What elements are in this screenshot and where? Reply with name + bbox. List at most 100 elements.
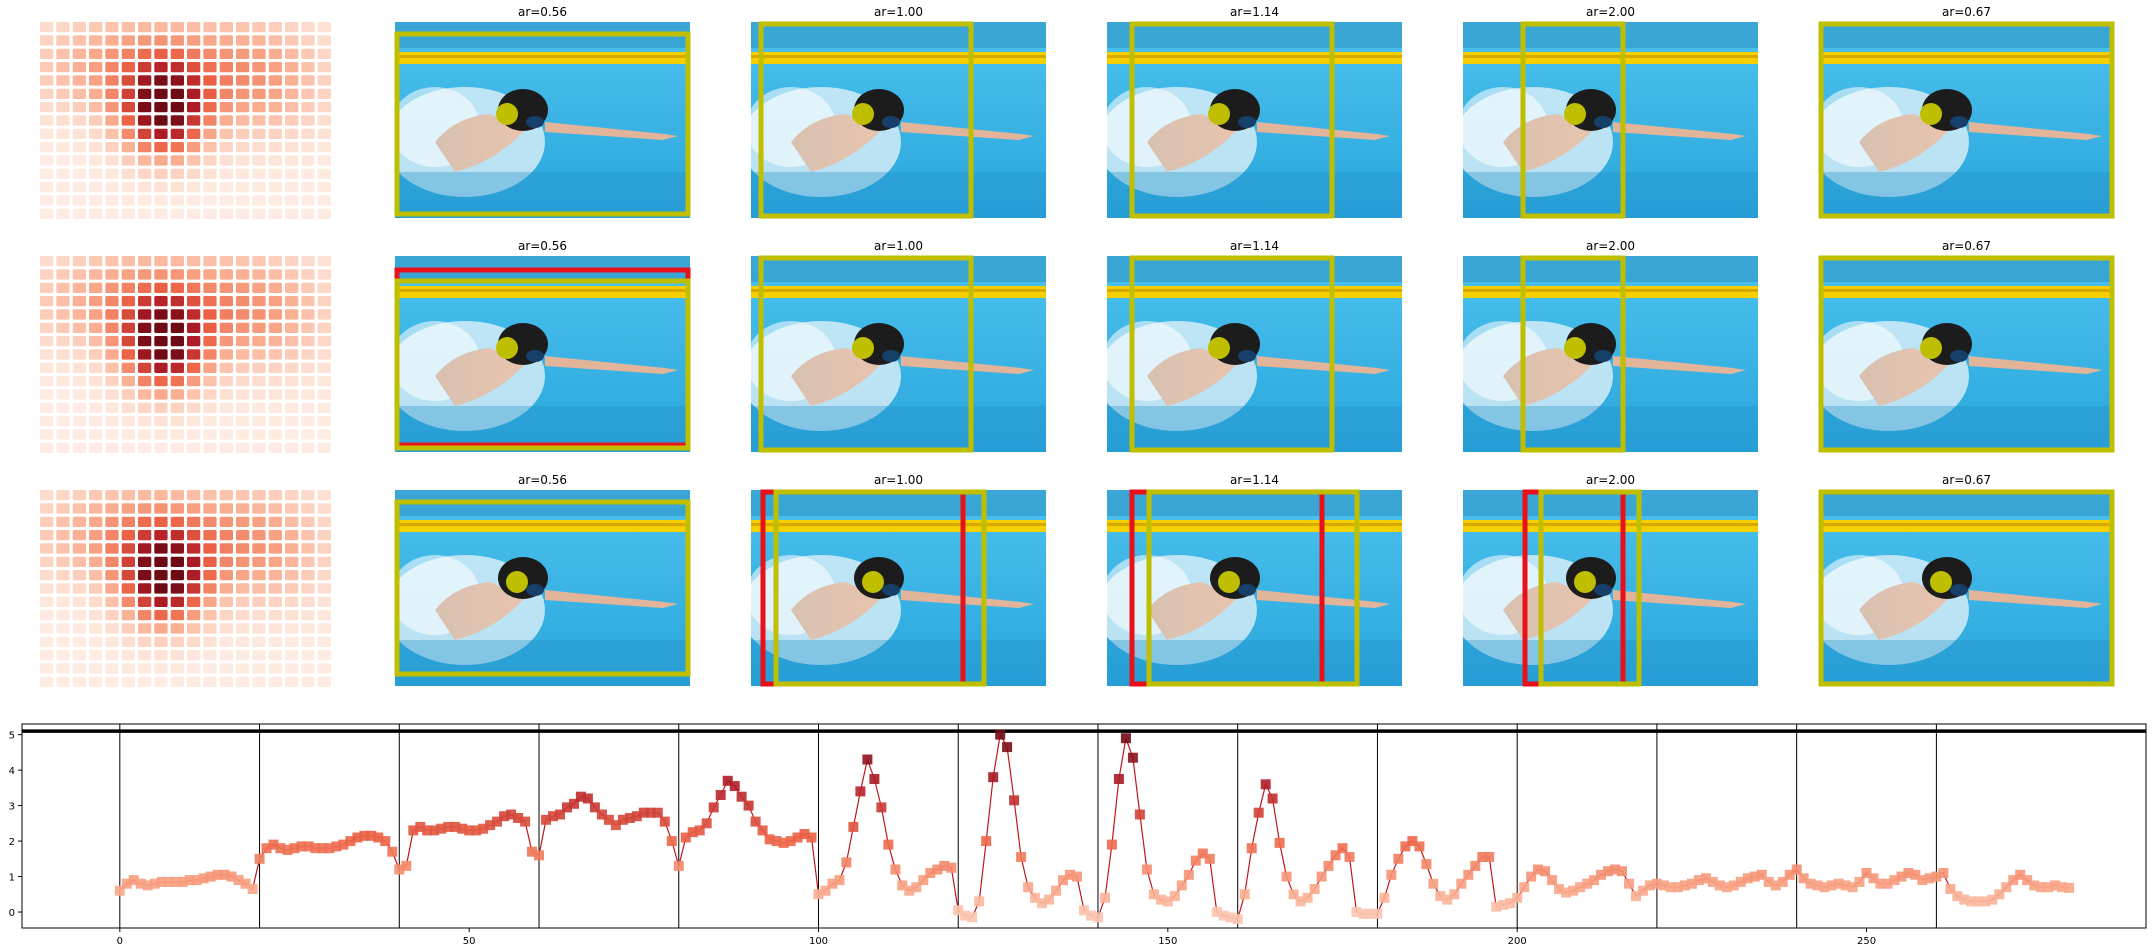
score-marker: [1435, 891, 1446, 902]
score-marker: [806, 832, 817, 843]
heatmap-cell: [72, 349, 86, 360]
heatmap-cell: [56, 269, 70, 280]
heatmap-cell: [56, 296, 70, 307]
score-marker: [408, 825, 419, 836]
score-marker: [1596, 869, 1606, 880]
heatmap-cell: [138, 429, 152, 440]
heatmap-cell: [236, 663, 250, 674]
heatmap-cell: [219, 556, 233, 567]
score-marker: [1777, 876, 1788, 887]
heatmap-cell: [252, 362, 266, 373]
score-marker: [1169, 891, 1180, 902]
heatmap-cell: [203, 142, 217, 153]
score-marker: [1617, 866, 1627, 877]
heatmap-cell: [121, 650, 135, 661]
heatmap-cell: [121, 389, 135, 400]
heatmap-cell: [187, 362, 201, 373]
heatmap-cell: [187, 269, 201, 280]
yellow-crop-box: [1146, 489, 1360, 687]
heatmap-cell: [72, 336, 86, 347]
score-marker: [1840, 880, 1851, 891]
heatmap-cell: [268, 650, 282, 661]
heatmap-cell: [252, 570, 266, 581]
heatmap-cell: [40, 362, 54, 373]
heatmap-cell: [317, 309, 331, 320]
score-marker: [1491, 901, 1502, 912]
heatmap-cell: [105, 416, 119, 427]
heatmap-cell: [121, 416, 135, 427]
heatmap-cell: [268, 610, 282, 621]
heatmap-cell: [56, 556, 70, 567]
heatmap-cell: [72, 503, 86, 514]
heatmap-cell: [285, 168, 299, 179]
heatmap-cell: [72, 48, 86, 59]
score-marker: [1407, 836, 1418, 847]
panel-title: ar=1.00: [874, 239, 923, 253]
score-marker: [1141, 864, 1152, 875]
score-marker: [415, 821, 426, 832]
heatmap-cell: [285, 35, 299, 46]
heatmap-cell: [268, 88, 282, 99]
heatmap-cell: [317, 168, 331, 179]
photo-panel: ar=1.14: [1107, 239, 1402, 453]
heatmap-cell: [252, 376, 266, 387]
score-marker: [1183, 869, 1194, 880]
heatmap-cell: [170, 570, 184, 581]
score-marker: [1058, 875, 1068, 886]
heatmap-cell: [56, 349, 70, 360]
heatmap-cell: [268, 142, 282, 153]
score-marker: [401, 860, 412, 871]
score-marker: [1428, 878, 1439, 889]
score-marker: [1812, 880, 1823, 891]
heatmap-cell: [301, 429, 315, 440]
heatmap-cell: [252, 142, 266, 153]
heatmap-cell: [317, 115, 331, 126]
heatmap-cell: [138, 208, 152, 219]
heatmap-cell: [317, 429, 331, 440]
heatmap-cell: [317, 35, 331, 46]
score-marker: [1693, 875, 1704, 886]
heatmap-cell: [236, 256, 250, 267]
score-marker: [2050, 880, 2061, 891]
heatmap-cell: [219, 75, 233, 86]
focus-point-dot: [1208, 103, 1230, 125]
heatmap-cell: [154, 442, 168, 453]
heatmap-cell: [138, 503, 152, 514]
heatmap-cell: [203, 663, 217, 674]
score-marker: [1631, 891, 1641, 902]
heatmap-cell: [121, 623, 135, 634]
heatmap-cell: [170, 75, 184, 86]
swimmer-photo: [751, 22, 1046, 218]
heatmap-cell: [219, 322, 233, 333]
score-marker: [1463, 869, 1474, 880]
yellow-crop-box: [1818, 255, 2115, 453]
score-marker: [1477, 852, 1488, 862]
heatmap-cell: [89, 402, 103, 413]
score-marker: [254, 853, 265, 864]
score-marker: [743, 800, 754, 811]
score-marker: [1686, 878, 1697, 889]
heatmap-cell: [252, 442, 266, 453]
heatmap-cell: [72, 530, 86, 541]
score-marker: [1274, 837, 1285, 848]
score-marker: [1456, 878, 1467, 889]
score-marker: [1610, 864, 1620, 875]
score-marker: [1148, 889, 1159, 900]
heatmap-cell: [268, 269, 282, 280]
heatmap-cell: [236, 22, 250, 33]
heatmap-cell: [89, 349, 103, 360]
score-marker: [1253, 807, 1264, 818]
heatmap-cell: [219, 282, 233, 293]
score-marker: [988, 772, 999, 783]
focus-point-dot: [1930, 571, 1952, 593]
heatmap-cell: [317, 349, 331, 360]
heatmap-cell: [268, 663, 282, 674]
heatmap-cell: [219, 490, 233, 501]
heatmap-cell: [138, 442, 152, 453]
heatmap-cell: [154, 62, 168, 73]
heatmap-cell: [268, 376, 282, 387]
swimmer-photo: [395, 490, 690, 686]
score-marker: [2001, 882, 2012, 893]
heatmap-cell: [219, 336, 233, 347]
photo-panel: ar=2.00: [1463, 5, 1758, 219]
